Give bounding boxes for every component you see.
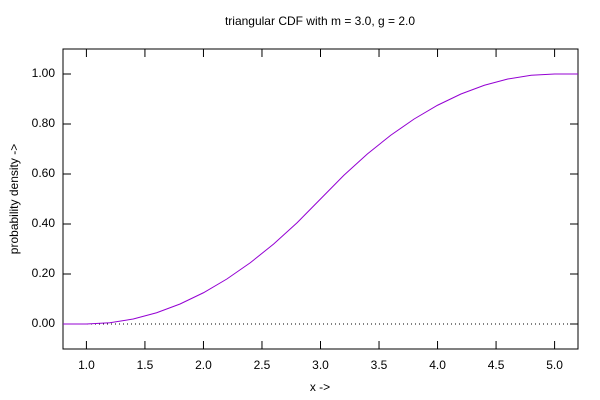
y-tick-label: 0.20 [32, 266, 56, 280]
x-tick-label: 3.0 [312, 358, 329, 372]
chart-title: triangular CDF with m = 3.0, g = 2.0 [225, 14, 415, 28]
x-tick-label: 2.0 [195, 358, 212, 372]
x-tick-label: 5.0 [546, 358, 563, 372]
y-tick-label: 0.40 [32, 216, 56, 230]
x-tick-label: 4.0 [429, 358, 446, 372]
x-axis-label: x -> [310, 380, 330, 394]
plot-border [62, 48, 579, 350]
x-tick-label: 1.0 [78, 358, 95, 372]
y-tick-label: 0.60 [32, 166, 56, 180]
x-tick-label: 2.5 [254, 358, 271, 372]
y-tick-label: 0.00 [32, 316, 56, 330]
curve [63, 73, 578, 325]
x-tick-label: 3.5 [371, 358, 388, 372]
y-tick-label: 0.80 [32, 116, 56, 130]
x-tick-label: 1.5 [137, 358, 154, 372]
y-axis-label: probability density -> [7, 144, 21, 254]
x-tick-label: 4.5 [488, 358, 505, 372]
y-tick-label: 1.00 [32, 66, 56, 80]
